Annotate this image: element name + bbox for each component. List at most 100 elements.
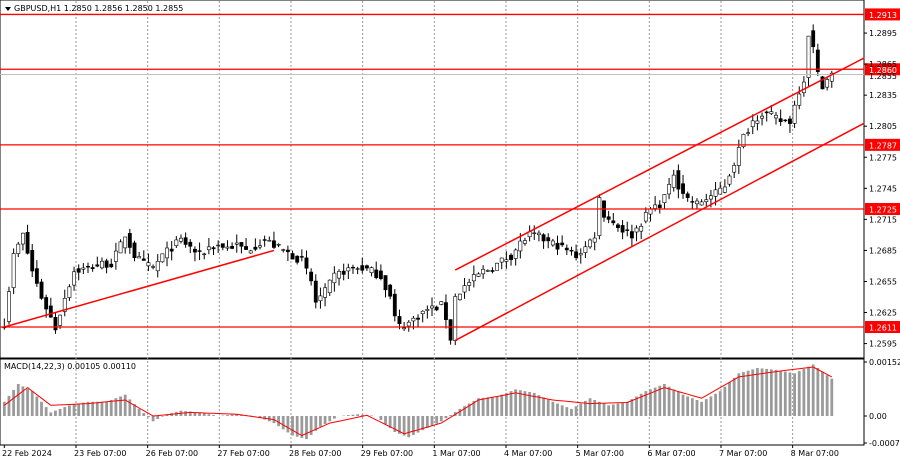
level-tag bbox=[865, 8, 900, 21]
candle-body bbox=[444, 302, 448, 320]
candle-body bbox=[513, 249, 518, 259]
main-pane bbox=[0, 0, 865, 359]
dropdown-triangle-icon[interactable] bbox=[5, 7, 11, 11]
candle-body bbox=[118, 241, 123, 254]
candle-body bbox=[564, 247, 569, 251]
candle-body bbox=[123, 236, 128, 249]
level-label: 1.2725 bbox=[869, 206, 897, 215]
candle-body bbox=[62, 297, 67, 312]
y-tick-label: 1.2835 bbox=[869, 91, 897, 100]
macd-histogram bbox=[2, 364, 834, 440]
candle-body bbox=[95, 264, 100, 267]
trendline[interactable] bbox=[454, 57, 865, 271]
y-tick-label: 1.2895 bbox=[869, 29, 897, 38]
candle-body bbox=[620, 225, 625, 233]
y-tick-label: 1.2775 bbox=[869, 153, 897, 162]
candle-body bbox=[285, 249, 290, 253]
candle-body bbox=[188, 241, 193, 247]
x-tick-label: 8 Mar 07:00 bbox=[791, 449, 839, 458]
candle-body bbox=[727, 175, 732, 185]
candle-body bbox=[616, 224, 620, 229]
macd-tick-label: 0.00152 bbox=[869, 358, 900, 367]
candle-body bbox=[536, 232, 541, 236]
x-tick-label: 4 Mar 07:00 bbox=[504, 449, 552, 458]
candle-body bbox=[676, 170, 681, 190]
candle-body bbox=[192, 248, 197, 253]
candle-body bbox=[44, 297, 49, 310]
candle-body bbox=[67, 286, 72, 298]
candle-body bbox=[820, 76, 825, 90]
candle-body bbox=[588, 239, 592, 248]
candle-body bbox=[769, 111, 774, 114]
candle-body bbox=[146, 262, 151, 267]
candle-body bbox=[72, 271, 76, 286]
candle-body bbox=[397, 316, 402, 324]
x-tick-label: 22 Feb 2024 bbox=[2, 449, 52, 458]
level-label: 1.2611 bbox=[869, 324, 897, 333]
candle-body bbox=[290, 253, 295, 260]
candle-body bbox=[25, 231, 30, 254]
candle-body bbox=[100, 260, 104, 269]
candle-body bbox=[667, 184, 672, 195]
candle-body bbox=[681, 183, 685, 194]
candle-body bbox=[216, 244, 221, 247]
candle-body bbox=[360, 265, 365, 271]
candle-body bbox=[541, 234, 546, 242]
y-tick-label: 1.2715 bbox=[869, 215, 897, 224]
candle-body bbox=[476, 273, 481, 277]
candle-body bbox=[434, 306, 439, 311]
candle-body bbox=[495, 262, 500, 271]
candle-body bbox=[481, 268, 486, 275]
candle-body bbox=[457, 293, 462, 301]
candle-body bbox=[346, 267, 351, 272]
candle-body bbox=[392, 293, 397, 317]
candle-body bbox=[713, 189, 718, 197]
candle-body bbox=[276, 244, 281, 246]
horizontal-levels[interactable]: 1.2913 1.2860 1.2787 1.2725 1.2611 1.2855 bbox=[0, 8, 900, 334]
candle-body bbox=[718, 187, 723, 195]
trendline[interactable] bbox=[4, 249, 275, 328]
trendline[interactable] bbox=[454, 122, 865, 342]
candle-body bbox=[104, 260, 109, 268]
level-label: 1.2787 bbox=[869, 141, 897, 150]
candle-body bbox=[425, 309, 430, 311]
candle-body bbox=[788, 118, 792, 124]
x-tick-label: 28 Feb 07:00 bbox=[289, 449, 341, 458]
candle-body bbox=[165, 247, 169, 259]
candle-body bbox=[202, 253, 207, 256]
candle-body bbox=[151, 266, 156, 268]
level-tag bbox=[865, 63, 900, 76]
candle-body bbox=[20, 232, 25, 245]
candle-body bbox=[792, 104, 797, 124]
candle-body bbox=[81, 267, 86, 270]
level-label: 1.2860 bbox=[869, 66, 897, 75]
candle-body bbox=[546, 237, 551, 242]
candle-body bbox=[155, 260, 160, 272]
candle-body bbox=[58, 314, 63, 326]
candle-body bbox=[174, 239, 179, 246]
candle-body bbox=[708, 195, 713, 200]
candle-body bbox=[778, 118, 783, 122]
candle-body bbox=[313, 280, 318, 303]
candle-body bbox=[351, 266, 355, 269]
x-tick-label: 26 Feb 07:00 bbox=[146, 449, 198, 458]
candle-body bbox=[657, 204, 662, 209]
candle-body bbox=[643, 212, 648, 222]
candle-body bbox=[653, 204, 658, 209]
x-tick-label: 7 Mar 07:00 bbox=[719, 449, 767, 458]
candle-body bbox=[304, 257, 309, 269]
x-tick-label: 5 Mar 07:00 bbox=[576, 449, 624, 458]
candle-body bbox=[323, 287, 328, 298]
candle-body bbox=[332, 272, 337, 284]
candle-body bbox=[462, 285, 467, 293]
candle-body bbox=[760, 115, 764, 119]
candle-body bbox=[746, 132, 751, 134]
candle-body bbox=[518, 240, 523, 252]
candle-body bbox=[592, 237, 597, 243]
candle-body bbox=[206, 246, 211, 251]
candle-body bbox=[755, 120, 760, 124]
candle-body bbox=[811, 30, 816, 48]
trendlines[interactable] bbox=[4, 57, 865, 342]
